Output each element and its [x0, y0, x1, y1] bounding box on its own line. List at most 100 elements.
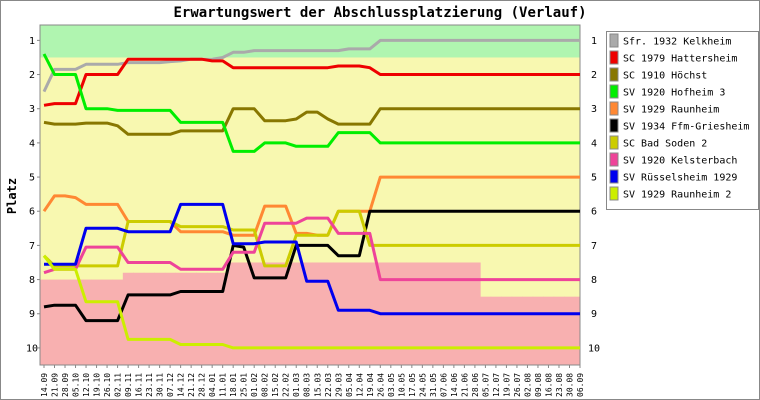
- x-tick-label: 09.11: [124, 373, 133, 397]
- legend-label: SV 1934 Ffm-Griesheim: [623, 122, 749, 133]
- legend-swatch: [609, 169, 619, 184]
- x-tick-label: 07.06: [439, 373, 448, 397]
- relegation-zone: [490, 296, 502, 365]
- y-tick-label: 9: [29, 309, 35, 320]
- y-tick-label: 8: [29, 275, 35, 286]
- legend-swatch: [609, 101, 619, 116]
- relegation-zone: [248, 262, 260, 365]
- y-tick-label: 6: [29, 207, 35, 218]
- y-tick-label-right: 1: [591, 36, 597, 47]
- y-tick-label-right: 5: [591, 173, 597, 184]
- x-tick-label: 18.01: [229, 373, 238, 397]
- relegation-zone: [553, 296, 565, 365]
- relegation-zone: [112, 279, 124, 365]
- x-tick-label: 29.03: [334, 373, 343, 397]
- x-tick-label: 12.10: [82, 373, 91, 397]
- y-tick-label: 10: [26, 343, 38, 354]
- relegation-zone: [290, 262, 302, 365]
- relegation-zone: [175, 272, 187, 365]
- x-tick-label: 26.07: [513, 373, 522, 397]
- x-tick-label: 05.04: [345, 373, 354, 397]
- x-tick-label: 21.06: [460, 373, 469, 397]
- y-tick-label-right: 4: [591, 138, 597, 149]
- y-tick-label: 3: [29, 104, 35, 115]
- x-tick-label: 01.02: [250, 373, 259, 397]
- relegation-zone: [101, 279, 113, 365]
- x-tick-label: 08.02: [261, 373, 270, 397]
- x-tick-label: 19.10: [93, 373, 102, 397]
- x-tick-label: 09.08: [534, 373, 543, 397]
- x-tick-label: 28.12: [198, 373, 207, 397]
- plot-border: [39, 24, 581, 366]
- x-tick-label: 21.09: [51, 373, 60, 397]
- relegation-zone: [217, 272, 229, 365]
- relegation-zone: [301, 262, 313, 365]
- legend-label: SV 1929 Raunheim 2: [623, 190, 731, 201]
- x-tick-label: 14.06: [450, 373, 459, 397]
- y-axis-label: Platz: [5, 178, 19, 214]
- legend-label: SV Rüsselsheim 1929: [623, 173, 737, 184]
- relegation-zone: [206, 272, 218, 365]
- relegation-zone: [564, 296, 576, 365]
- y-tick-label: 4: [29, 138, 35, 149]
- legend-box: [606, 31, 759, 210]
- x-tick-label: 24.05: [418, 373, 427, 397]
- y-tick-label-right: 6: [591, 207, 597, 218]
- relegation-zone: [333, 262, 345, 365]
- relegation-zone: [364, 262, 376, 365]
- legend-label: SV 1929 Raunheim: [623, 105, 719, 116]
- relegation-zone: [343, 262, 355, 365]
- x-tick-label: 11.01: [219, 373, 228, 397]
- legend-swatch: [609, 84, 619, 99]
- x-tick-label: 23.11: [145, 373, 154, 397]
- relegation-zone: [133, 272, 145, 365]
- legend-swatch: [609, 33, 619, 48]
- x-tick-label: 16.11: [135, 373, 144, 397]
- y-tick-label: 1: [29, 36, 35, 47]
- x-tick-label: 22.02: [282, 373, 291, 397]
- legend-swatch: [609, 118, 619, 133]
- y-tick-label-right: 3: [591, 104, 597, 115]
- x-tick-label: 15.02: [271, 373, 280, 397]
- x-tick-label: 02.08: [523, 373, 532, 397]
- relegation-zone: [49, 279, 61, 365]
- x-tick-label: 23.08: [555, 373, 564, 397]
- x-tick-label: 06.09: [576, 373, 585, 397]
- series-line: [43, 216, 580, 282]
- series-line: [42, 38, 580, 93]
- x-tick-label: 19.07: [502, 373, 511, 397]
- x-tick-label: 01.03: [292, 373, 301, 397]
- relegation-zone: [122, 272, 134, 365]
- relegation-zone: [80, 279, 92, 365]
- legend-label: SC Bad Soden 2: [623, 139, 707, 150]
- x-tick-label: 30.08: [565, 373, 574, 397]
- relegation-zone: [280, 262, 292, 365]
- relegation-zone: [511, 296, 523, 365]
- x-tick-label: 07.12: [166, 373, 175, 397]
- y-tick-label: 7: [29, 241, 35, 252]
- x-tick-label: 08.03: [303, 373, 312, 397]
- relegation-zone: [227, 262, 239, 365]
- legend-swatch: [609, 50, 619, 65]
- x-tick-label: 12.04: [355, 373, 364, 397]
- x-tick-label: 03.05: [387, 373, 396, 397]
- series-line: [43, 209, 580, 323]
- legend-label: Sfr. 1932 Kelkheim: [623, 37, 731, 48]
- legend-swatch: [609, 186, 619, 201]
- legend-swatch: [609, 67, 619, 82]
- y-tick-label-right: 8: [591, 275, 597, 286]
- x-tick-label: 04.01: [208, 373, 217, 397]
- relegation-zone: [543, 296, 555, 365]
- y-tick-label-right: 7: [591, 241, 597, 252]
- series-line: [42, 53, 580, 153]
- x-tick-label: 10.05: [397, 373, 406, 397]
- relegation-zone: [532, 296, 544, 365]
- x-tick-label: 26.10: [103, 373, 112, 397]
- relegation-zone: [70, 279, 82, 365]
- x-tick-label: 02.11: [114, 373, 123, 397]
- relegation-zone: [480, 296, 492, 365]
- y-tick-label: 5: [29, 173, 35, 184]
- relegation-zone: [196, 272, 208, 365]
- legend-label: SC 1910 Höchst: [623, 71, 707, 82]
- x-tick-label: 14.12: [177, 373, 186, 397]
